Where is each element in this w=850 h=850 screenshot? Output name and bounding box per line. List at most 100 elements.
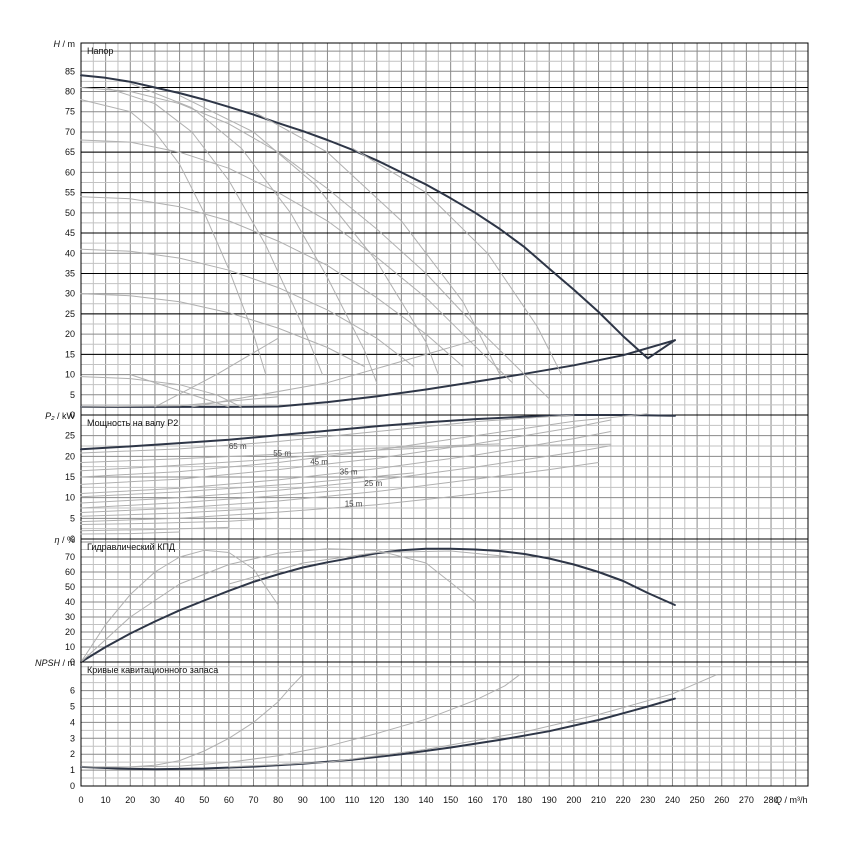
x-tick-label: 250 [690, 795, 705, 805]
auxiliary-curve [351, 147, 563, 376]
auxiliary-curve [80, 419, 612, 485]
panel-title: Гидравлический КПД [87, 542, 175, 552]
y-tick-label: 2 [70, 749, 75, 759]
y-tick-label: 60 [65, 567, 75, 577]
x-tick-label: 210 [591, 795, 606, 805]
y-tick-label: 1 [70, 765, 75, 775]
y-tick-label: 35 [65, 268, 75, 278]
x-tick-label: 0 [78, 795, 83, 805]
auxiliary-curve [179, 95, 439, 376]
y-tick-label: 6 [70, 686, 75, 696]
y-tick-label: 80 [65, 87, 75, 97]
x-tick-label: 200 [566, 795, 581, 805]
y-tick-label: 60 [65, 167, 75, 177]
panel-frame [80, 661, 809, 787]
auxiliary-curve [129, 82, 378, 384]
y-tick-label: 65 [65, 147, 75, 157]
y-tick-label: 4 [70, 717, 75, 727]
y-tick-label: 0 [70, 534, 75, 544]
auxiliary-curve [80, 414, 575, 454]
auxiliary-curve [80, 99, 267, 376]
x-tick-label: 230 [640, 795, 655, 805]
x-tick-label: 100 [320, 795, 335, 805]
auxiliary-curve [228, 674, 718, 768]
y-tick-label: 5 [70, 513, 75, 523]
y-axis-label: NPSH / m [35, 658, 75, 668]
panel-title: Мощность на валу P2 [87, 418, 178, 428]
x-tick-label: 150 [443, 795, 458, 805]
curve-label: 15 m [345, 499, 363, 508]
auxiliary-curve [80, 548, 476, 663]
y-tick-label: 45 [65, 228, 75, 238]
y-tick-label: 0 [70, 657, 75, 667]
y-tick-label: 50 [65, 582, 75, 592]
main-curve [80, 697, 676, 771]
x-tick-label: 30 [150, 795, 160, 805]
x-tick-label: 190 [542, 795, 557, 805]
auxiliary-curve [80, 445, 612, 504]
auxiliary-curve [80, 549, 279, 663]
curve-label: 35 m [340, 468, 358, 477]
auxiliary-curve [80, 431, 612, 494]
x-tick-label: 80 [273, 795, 283, 805]
auxiliary-curve [80, 396, 279, 408]
y-tick-label: 5 [70, 390, 75, 400]
x-tick-label: 110 [345, 795, 359, 805]
panel-power: 65 m 55 m 45 m 35 m 25 m 15 m 0 5 10 15 20 25 Мощнос… [45, 411, 809, 544]
auxiliary-curve [80, 443, 612, 472]
y-tick-label: 40 [65, 248, 75, 258]
auxiliary-curve [253, 111, 501, 376]
y-axis-label: H / m [54, 39, 76, 49]
y-tick-label: 5 [70, 702, 75, 712]
auxiliary-curve [80, 139, 513, 384]
auxiliary-curve [80, 472, 415, 498]
auxiliary-curve [80, 87, 550, 400]
main-curve [80, 74, 676, 360]
x-tick-label: 280 [764, 795, 779, 805]
y-tick-label: 25 [65, 431, 75, 441]
y-tick-label: 0 [70, 410, 75, 420]
x-axis-label: Q / m³/h [775, 795, 808, 805]
auxiliary-curve [129, 674, 521, 768]
x-tick-label: 260 [714, 795, 729, 805]
y-tick-label: 0 [70, 781, 75, 791]
auxiliary-curve [80, 443, 501, 463]
x-tick-label: 10 [101, 795, 111, 805]
x-tick-label: 130 [394, 795, 409, 805]
x-tick-label: 20 [125, 795, 135, 805]
x-tick-label: 270 [739, 795, 754, 805]
auxiliary-curve [80, 462, 599, 513]
auxiliary-curve [80, 293, 365, 367]
auxiliary-curve [80, 376, 242, 408]
auxiliary-curve [80, 248, 415, 367]
y-tick-label: 85 [65, 66, 75, 76]
y-axis-label: η / % [54, 535, 75, 545]
y-tick-label: 10 [65, 642, 75, 652]
y-tick-label: 50 [65, 208, 75, 218]
auxiliary-curve [80, 517, 279, 525]
y-tick-label: 20 [65, 329, 75, 339]
y-tick-label: 10 [65, 370, 75, 380]
panel-npsh: 0 1 2 3 4 5 6 Кривые кавитационного запаса NPSH … [35, 658, 809, 791]
curve-label: 25 m [364, 479, 382, 488]
panel-head: 0 5 10 15 20 25 30 35 40 45 50 55 60 65 70 75 80 85 Напор H… [54, 39, 809, 420]
y-tick-label: 55 [65, 188, 75, 198]
x-tick-label: 90 [298, 795, 308, 805]
curve-label: 45 m [310, 458, 328, 467]
x-tick-label: 220 [616, 795, 631, 805]
panel-efficiency: 0 10 20 30 40 50 60 70 Гидравлический КПД η / % [54, 535, 809, 667]
y-tick-label: 30 [65, 289, 75, 299]
main-curve [80, 547, 676, 663]
auxiliary-curve [80, 674, 304, 768]
x-tick-label: 160 [468, 795, 483, 805]
x-tick-label: 70 [249, 795, 259, 805]
auxiliary-curve [154, 337, 279, 408]
auxiliary-curve [80, 507, 279, 517]
auxiliary-curve [80, 488, 353, 509]
y-tick-label: 20 [65, 451, 75, 461]
y-tick-label: 25 [65, 309, 75, 319]
auxiliary-curve [80, 196, 464, 367]
y-tick-label: 10 [65, 493, 75, 503]
y-tick-label: 20 [65, 627, 75, 637]
